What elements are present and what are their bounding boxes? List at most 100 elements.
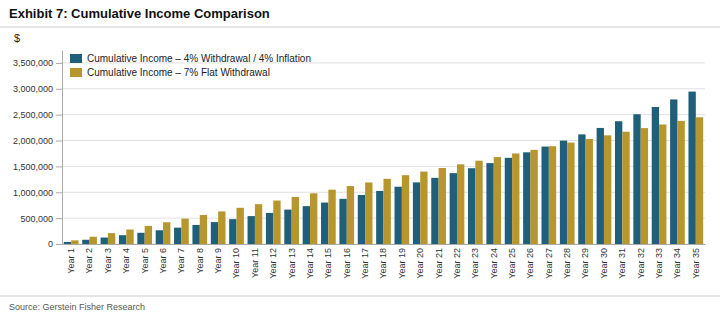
series: [64, 92, 696, 244]
x-tick-label: Year 14: [305, 248, 315, 279]
x-tick-label: Year 13: [287, 248, 297, 279]
bar: [641, 128, 648, 244]
chart: Exhibit 7: Cumulative Income Comparison S…: [0, 0, 720, 316]
bar: [457, 164, 464, 244]
x-tick-label: Year 1: [66, 248, 76, 274]
x-tick: Year 30: [599, 248, 609, 279]
plot: $0500,0001,000,0001,500,0002,000,0002,50…: [13, 32, 706, 279]
y-tick-mark: [56, 244, 62, 245]
y-tick-label: 0: [48, 239, 53, 249]
x-tick-label: Year 31: [617, 248, 627, 279]
bar: [200, 215, 207, 244]
bars: [64, 92, 703, 244]
x-axis: Year 1Year 2Year 3Year 4Year 5Year 6Year…: [63, 245, 706, 279]
bar: [248, 216, 255, 244]
x-tick: Year 25: [507, 248, 517, 279]
legend-item: Cumulative Income – 4% Withdrawal / 4% I…: [70, 53, 311, 64]
bar: [670, 99, 677, 244]
bar: [402, 175, 409, 244]
x-tick: Year 21: [433, 248, 443, 279]
bar: [659, 124, 666, 244]
bar: [126, 230, 133, 244]
bar: [156, 230, 163, 244]
x-tick: Year 18: [378, 248, 388, 279]
y-axis: 0 500,000 1,000,000 1,500,000 2,000,000 2,500…: [13, 51, 63, 250]
bar: [475, 161, 482, 244]
y-tick: 0: [48, 239, 62, 249]
x-tick-label: Year 26: [525, 248, 535, 279]
y-tick-label: 500,000: [20, 214, 53, 224]
bar: [505, 158, 512, 244]
x-tick-label: Year 7: [176, 248, 186, 274]
bar: [292, 197, 299, 244]
bar: [597, 128, 604, 244]
bar: [688, 92, 695, 244]
x-tick-label: Year 32: [636, 248, 646, 279]
x-tick: Year 28: [562, 248, 572, 279]
x-tick-label: Year 2: [84, 248, 94, 274]
bar: [696, 117, 703, 244]
bar: [549, 146, 556, 244]
bar: [486, 163, 493, 244]
y-tick: 2,500,000: [13, 110, 62, 120]
x-tick: Year 9: [213, 248, 223, 274]
bar: [237, 208, 244, 244]
y-tick-label: 1,500,000: [13, 162, 53, 172]
bar: [101, 238, 108, 244]
x-tick: Year 20: [415, 248, 425, 279]
bar: [310, 193, 317, 244]
bar: [266, 213, 273, 244]
x-tick: Year 35: [691, 248, 701, 279]
bar: [347, 186, 354, 244]
x-tick: Year 12: [268, 248, 278, 279]
x-tick: Year 10: [231, 248, 241, 279]
bar: [384, 179, 391, 244]
bar: [211, 222, 218, 244]
x-tick: Year 31: [617, 248, 627, 279]
x-tick: Year 5: [140, 248, 150, 274]
x-tick-label: Year 20: [415, 248, 425, 279]
x-tick-label: Year 35: [691, 248, 701, 279]
bar: [145, 226, 152, 244]
x-tick: Year 29: [580, 248, 590, 279]
x-tick: Year 13: [287, 248, 297, 279]
y-tick-mark: [56, 89, 62, 90]
y-tick-label: 2,000,000: [13, 136, 53, 146]
bar: [119, 235, 126, 244]
title: Exhibit 7: Cumulative Income Comparison: [9, 6, 270, 21]
bar: [181, 219, 188, 244]
y-tick: 3,500,000: [13, 58, 62, 68]
x-tick: Year 1: [66, 248, 76, 274]
bar: [633, 114, 640, 244]
y-tick-label: 3,500,000: [13, 58, 53, 68]
x-tick: Year 17: [360, 248, 370, 279]
x-tick: Year 7: [176, 248, 186, 274]
x-tick: Year 34: [672, 248, 682, 279]
y-axis-line: [62, 51, 63, 245]
x-tick: Year 33: [654, 248, 664, 279]
legend-label: Cumulative Income – 7% Flat Withdrawal: [87, 67, 270, 78]
y-tick: 3,000,000: [13, 84, 62, 94]
divider: [0, 27, 720, 28]
bar: [284, 210, 291, 244]
bar: [622, 132, 629, 244]
bar: [578, 134, 585, 244]
bar: [365, 182, 372, 244]
source: Source: Gerstein Fisher Research: [9, 302, 145, 312]
x-tick-label: Year 17: [360, 248, 370, 279]
bar: [586, 139, 593, 244]
bar: [273, 201, 280, 244]
x-tick-label: Year 16: [342, 248, 352, 279]
grid-line: [62, 114, 705, 115]
y-tick: 1,000,000: [13, 188, 62, 198]
x-tick: Year 6: [158, 248, 168, 274]
bar: [413, 182, 420, 244]
series: [71, 117, 703, 244]
bar: [328, 190, 335, 244]
legend: Cumulative Income – 4% Withdrawal / 4% I…: [70, 53, 311, 78]
y-tick: 1,500,000: [13, 162, 62, 172]
x-tick-label: Year 23: [470, 248, 480, 279]
y-tick-label: 1,000,000: [13, 188, 53, 198]
bar: [567, 143, 574, 244]
bar: [303, 206, 310, 244]
